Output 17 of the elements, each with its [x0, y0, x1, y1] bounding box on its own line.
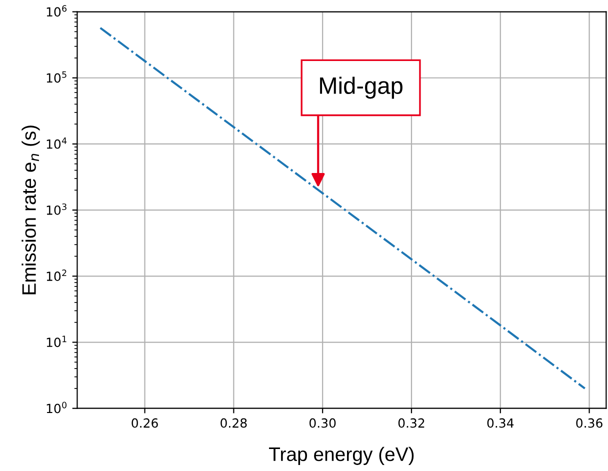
x-tick-label: 0.36	[576, 418, 602, 428]
x-tick-label: 0.32	[398, 418, 424, 428]
y-tick-label: 10$^{4}$	[46, 137, 67, 149]
line-series	[99, 26, 586, 390]
x-tick-label: 0.26	[132, 418, 158, 428]
y-axis-title: Emission rate e$_{n}$ (s)	[22, 126, 40, 294]
x-tick-label: 0.34	[487, 418, 514, 428]
y-tick-label: 10$^{0}$	[46, 402, 67, 414]
y-tick-label: 10$^{3}$	[46, 203, 66, 215]
x-tick-label: 0.30	[309, 418, 336, 428]
x-tick-label: 0.28	[220, 418, 247, 428]
annotation: Mid-gap	[320, 76, 402, 99]
y-tick-label: 10$^{5}$	[46, 71, 66, 83]
y-tick-label: 10$^{1}$	[46, 336, 66, 348]
y-tick-label: 10$^{6}$	[46, 5, 67, 17]
y-tick-label: 10$^{2}$	[46, 270, 66, 281]
x-axis-title: Trap energy (eV)	[269, 446, 414, 465]
